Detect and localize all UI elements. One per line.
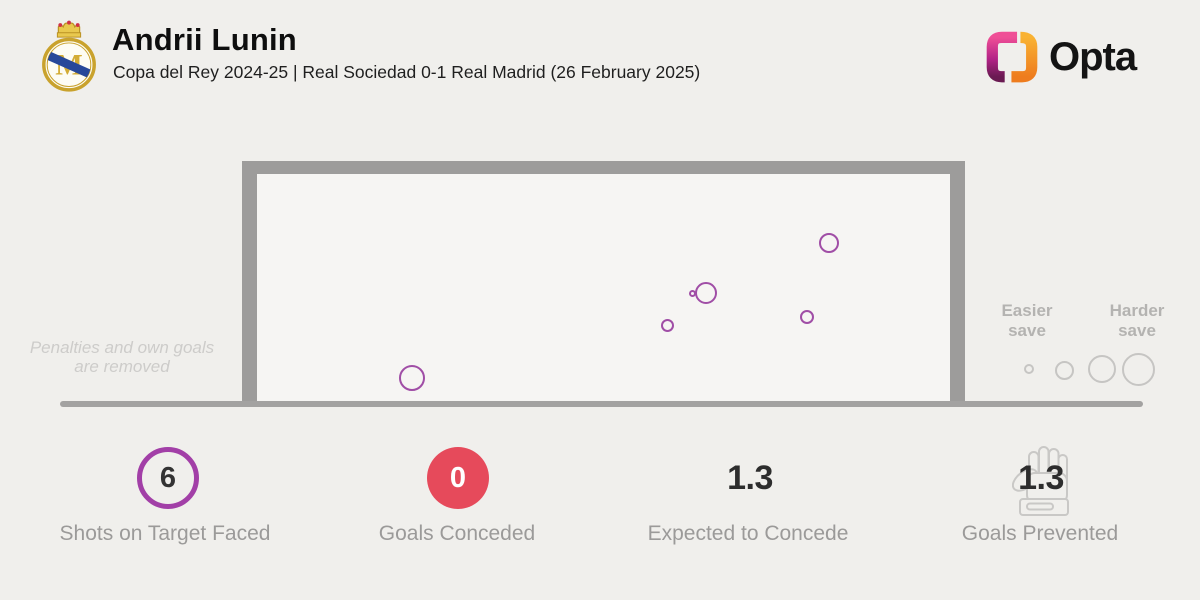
expected-to-concede-value: 1.3	[727, 459, 773, 497]
shots-on-target-label: Shots on Target Faced	[59, 522, 271, 545]
penalties-note-line2: are removed	[74, 357, 170, 376]
goals-conceded-badge: 0	[427, 447, 489, 509]
goal-right-post	[950, 161, 965, 405]
penalties-note-line1: Penalties and own goals	[29, 338, 215, 357]
opta-brand-name: Opta	[1049, 34, 1137, 79]
opta-logo: Opta	[985, 30, 1137, 84]
match-subtitle: Copa del Rey 2024-25 | Real Sociedad 0-1…	[113, 62, 701, 82]
ground-line	[60, 401, 1143, 407]
goal-left-post	[242, 161, 257, 405]
legend-size-circle	[1054, 360, 1074, 380]
goals-prevented-label: Goals Prevented	[961, 522, 1119, 545]
legend-size-circle	[1121, 352, 1155, 386]
goals-conceded-label: Goals Conceded	[378, 522, 536, 545]
legend-easier-line2: save	[1008, 321, 1046, 340]
legend-easier-line1: Easier	[1001, 301, 1053, 320]
real-madrid-crest-icon: M	[40, 20, 98, 92]
legend-size-circle	[1024, 364, 1034, 374]
legend-harder-line1: Harder	[1109, 301, 1165, 320]
legend-harder-save: Harder save	[1092, 301, 1182, 341]
goals-conceded-value: 0	[449, 461, 467, 494]
goals-prevented-value: 1.3	[1018, 459, 1064, 497]
goal-crossbar	[242, 161, 965, 174]
shots-on-target-value: 6	[159, 461, 177, 494]
penalties-note: Penalties and own goals are removed	[8, 338, 236, 376]
shots-on-target-badge: 6	[137, 447, 199, 509]
opta-brand-icon	[986, 31, 1038, 83]
expected-to-concede-label: Expected to Concede	[647, 522, 849, 545]
legend-harder-line2: save	[1118, 321, 1156, 340]
page-title: Andrii Lunin	[112, 22, 297, 57]
legend-easier-save: Easier save	[982, 301, 1072, 341]
goal-interior	[257, 174, 950, 401]
legend-size-circle	[1088, 355, 1116, 383]
goalkeeper-glove-icon	[1012, 446, 1069, 516]
